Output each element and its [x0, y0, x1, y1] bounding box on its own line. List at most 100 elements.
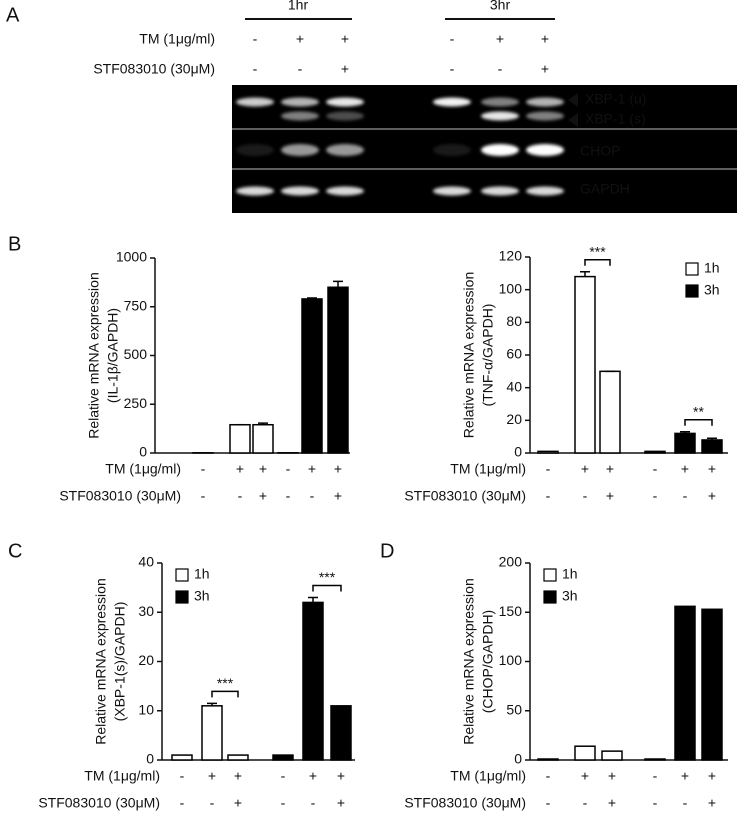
gel-band	[526, 111, 564, 121]
y-tick-label: 100	[499, 280, 523, 296]
panel-letter: A	[6, 4, 20, 26]
treatment-sign: -	[298, 61, 303, 77]
legend-label: 3h	[704, 282, 720, 298]
treatment-sign: +	[236, 461, 244, 477]
treatment-sign: +	[581, 461, 589, 477]
error-bar	[307, 297, 317, 299]
y-tick-label: 50	[506, 701, 522, 717]
treatment-label: TM (1μg/ml)	[105, 461, 181, 477]
treatment-label: STF083010 (30μM)	[38, 795, 160, 811]
significance-bracket	[684, 419, 713, 426]
gel-band	[526, 186, 564, 196]
treatment-sign: +	[337, 795, 345, 811]
gel-band	[281, 97, 319, 107]
treatment-sign: -	[583, 795, 588, 811]
treatment-sign: -	[653, 768, 658, 784]
treatment-sign: -	[310, 488, 315, 504]
band-label: XBP-1 (u)	[585, 91, 646, 107]
significance-bracket	[312, 584, 342, 592]
treatment-label: TM (1μg/ml)	[139, 31, 215, 47]
treatment-sign: -	[583, 488, 588, 504]
panel-letter: D	[380, 540, 394, 562]
treatment-label: STF083010 (30μM)	[59, 488, 181, 504]
band-label: XBP-1 (s)	[585, 111, 646, 127]
treatment-sign: -	[546, 768, 551, 784]
y-tick-label: 0	[146, 751, 154, 767]
treatment-sign: +	[541, 31, 549, 47]
panel-letter: C	[8, 540, 22, 562]
gel-band	[236, 97, 274, 107]
treatment-sign: -	[683, 488, 688, 504]
y-tick-label: 120	[499, 248, 523, 264]
treatment-sign: -	[450, 31, 455, 47]
bar	[574, 275, 596, 454]
treatment-sign: -	[210, 795, 215, 811]
treatment-sign: +	[259, 488, 267, 504]
bar	[201, 705, 223, 761]
treatment-sign: +	[296, 31, 304, 47]
treatment-sign: +	[234, 795, 242, 811]
bar	[537, 450, 559, 454]
treatment-sign: +	[708, 461, 716, 477]
treatment-sign: +	[309, 768, 317, 784]
y-axis-label: Relative mRNA expression	[461, 578, 477, 745]
y-tick-label: 100	[499, 652, 523, 668]
bar	[701, 608, 723, 761]
treatment-sign: -	[450, 61, 455, 77]
legend-label: 1h	[562, 566, 578, 582]
gel-band	[481, 111, 519, 121]
bar	[227, 754, 249, 761]
treatment-sign: -	[201, 488, 206, 504]
legend-swatch	[685, 284, 699, 298]
treatment-label: TM (1μg/ml)	[450, 461, 526, 477]
band-label: CHOP	[580, 143, 620, 159]
y-tick-label: 30	[138, 603, 154, 619]
legend-swatch	[543, 590, 557, 604]
arrow	[568, 113, 578, 127]
legend-swatch	[175, 568, 189, 582]
y-tick-label: 80	[506, 313, 522, 329]
treatment-sign: +	[606, 488, 614, 504]
error-bar	[308, 596, 318, 603]
gel-band	[526, 144, 564, 156]
legend-label: 3h	[562, 588, 578, 604]
error-bar	[707, 437, 717, 440]
y-tick-label: 40	[138, 554, 154, 570]
treatment-sign: +	[259, 461, 267, 477]
y-tick-label: 10	[138, 701, 154, 717]
y-axis-label: (XBP-1(s)/GAPDH)	[112, 602, 128, 722]
gel-band	[433, 97, 471, 107]
band-label: GAPDH	[580, 181, 630, 197]
treatment-sign: +	[541, 61, 549, 77]
gel-band	[281, 111, 319, 121]
gel-band	[481, 144, 519, 156]
y-axis-label: (CHOP/GAPDH)	[480, 610, 496, 713]
legend-label: 3h	[194, 588, 210, 604]
treatment-sign: +	[308, 461, 316, 477]
error-bar	[580, 270, 590, 277]
gel-band	[326, 111, 364, 121]
bar	[674, 605, 696, 761]
bar	[327, 286, 349, 454]
treatment-sign: -	[546, 795, 551, 811]
gel-band	[236, 144, 274, 156]
bar	[229, 423, 251, 454]
significance-label: ***	[589, 243, 606, 259]
panel-letter: B	[8, 233, 21, 255]
gel-band	[281, 186, 319, 196]
bar	[171, 754, 193, 761]
y-tick-label: 60	[506, 346, 522, 362]
legend-swatch	[543, 568, 557, 582]
bar	[574, 745, 596, 761]
treatment-label: TM (1μg/ml)	[450, 768, 526, 784]
bar	[599, 370, 621, 454]
bar	[301, 298, 323, 454]
treatment-sign: +	[681, 768, 689, 784]
treatment-sign: +	[234, 768, 242, 784]
y-axis-label: (TNF-α/GAPDH)	[480, 304, 496, 407]
treatment-sign: +	[708, 488, 716, 504]
treatment-sign: -	[281, 768, 286, 784]
treatment-sign: -	[180, 795, 185, 811]
treatment-sign: -	[281, 795, 286, 811]
